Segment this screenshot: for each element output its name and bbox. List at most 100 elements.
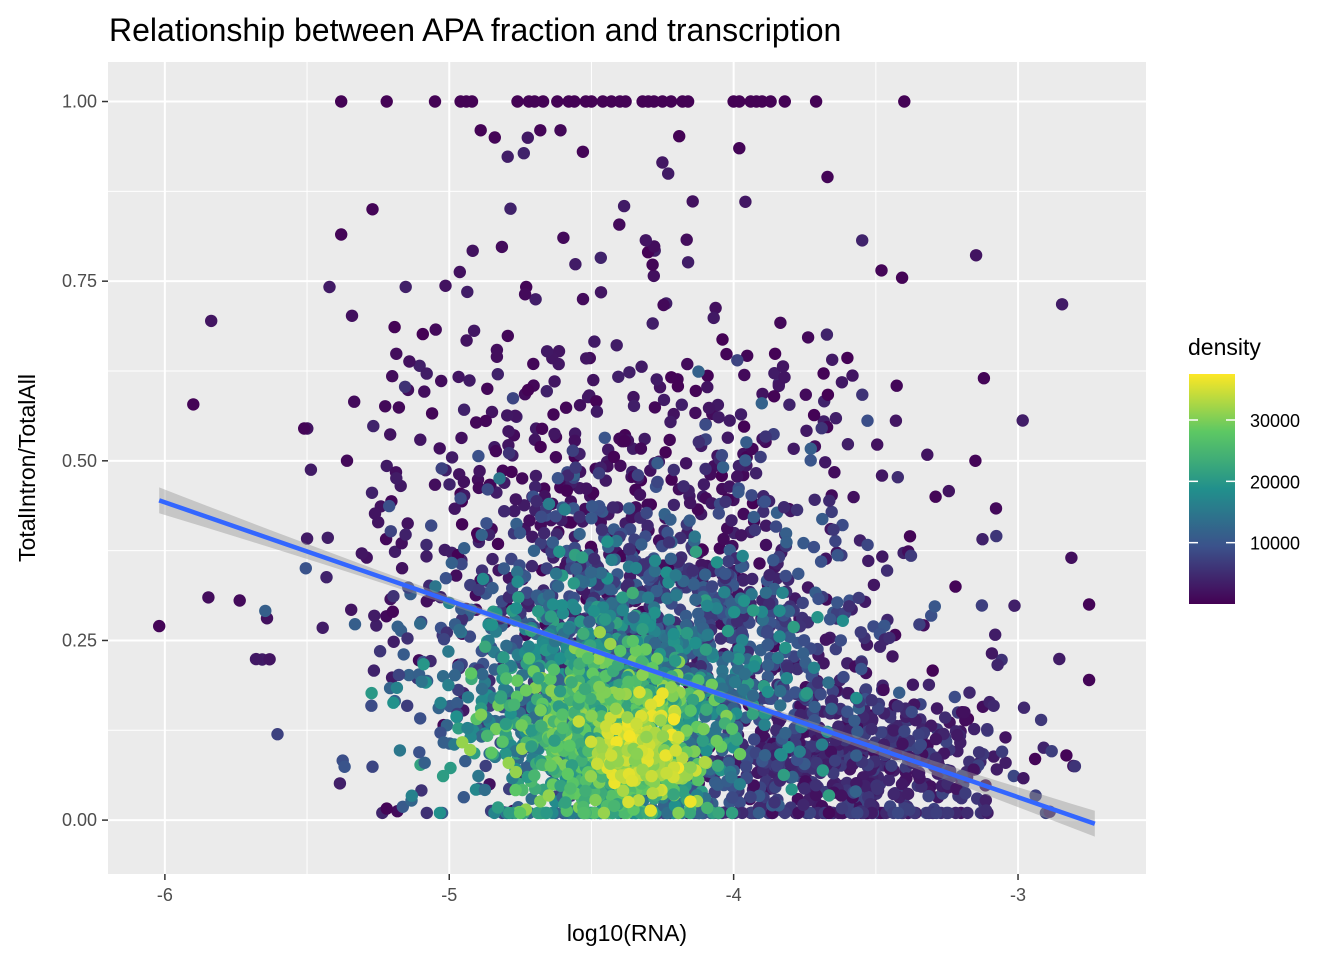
data-point (661, 526, 674, 539)
data-point (773, 604, 786, 617)
data-point (593, 680, 606, 694)
data-point (790, 503, 804, 517)
data-point (565, 676, 578, 689)
data-point (532, 605, 545, 618)
data-point (594, 286, 608, 299)
data-point (523, 514, 536, 527)
data-point (821, 170, 834, 184)
data-point (887, 787, 900, 801)
data-point (549, 451, 563, 464)
data-point (898, 725, 911, 738)
data-point (622, 675, 635, 688)
data-point (540, 806, 553, 820)
data-point (969, 454, 982, 467)
data-point (1053, 652, 1066, 666)
data-point (402, 668, 416, 682)
data-point (787, 620, 800, 634)
data-point (548, 427, 561, 441)
data-point (650, 652, 664, 665)
data-point (779, 527, 793, 540)
data-point (366, 760, 379, 773)
data-point (365, 699, 378, 712)
data-point (1028, 752, 1042, 766)
data-point (568, 434, 581, 447)
data-point (591, 757, 604, 770)
data-point (872, 702, 885, 715)
data-point (636, 763, 649, 776)
data-point (736, 574, 750, 587)
data-point (604, 637, 617, 651)
data-point (849, 785, 862, 798)
data-point (713, 542, 726, 555)
data-point (439, 279, 452, 292)
data-point (914, 738, 927, 752)
data-point (656, 687, 669, 700)
data-point (777, 501, 791, 514)
data-point (821, 388, 835, 401)
data-point (515, 719, 528, 732)
data-point (566, 444, 579, 457)
data-point (481, 483, 494, 496)
data-point (893, 686, 906, 699)
data-point (656, 95, 669, 108)
y-tick-label: 1.00 (62, 92, 97, 112)
data-point (563, 739, 576, 752)
data-point (450, 710, 463, 723)
data-point (650, 584, 663, 598)
data-point (837, 670, 850, 684)
data-point (683, 514, 696, 527)
data-point (635, 538, 648, 551)
data-point (999, 731, 1012, 744)
data-point (687, 578, 700, 591)
data-point (901, 787, 915, 801)
data-point (779, 641, 792, 655)
data-point (551, 580, 565, 593)
data-point (455, 557, 468, 571)
data-point (797, 536, 810, 550)
data-point (626, 586, 639, 600)
data-point (594, 566, 608, 580)
data-point (321, 531, 334, 544)
data-point (464, 667, 478, 680)
data-point (425, 519, 438, 532)
data-point (809, 788, 823, 802)
data-point (506, 392, 520, 405)
data-point (777, 768, 790, 782)
data-point (617, 199, 631, 213)
data-point (759, 519, 773, 532)
data-point (733, 747, 747, 761)
data-point (528, 95, 541, 108)
data-point (664, 95, 678, 108)
data-point (662, 167, 675, 180)
data-point (527, 357, 540, 371)
data-point (455, 518, 469, 531)
data-point (420, 538, 433, 552)
data-point (689, 636, 702, 650)
data-point (588, 335, 601, 348)
data-point (397, 648, 410, 661)
data-point (399, 528, 412, 541)
data-point (961, 806, 974, 820)
data-point (680, 724, 693, 737)
data-point (689, 384, 702, 398)
data-point (627, 399, 641, 413)
data-point (948, 690, 961, 704)
data-point (473, 464, 486, 478)
data-point (439, 572, 453, 585)
data-point (532, 672, 545, 685)
data-point (622, 502, 636, 515)
data-point (921, 448, 934, 461)
data-point (987, 699, 1000, 712)
data-point (939, 711, 952, 724)
data-point (493, 472, 506, 485)
data-point (672, 806, 685, 820)
data-point (1007, 769, 1020, 783)
data-point (530, 495, 543, 508)
data-point (981, 723, 994, 736)
data-point (692, 773, 705, 787)
data-point (760, 626, 774, 640)
data-point (874, 726, 888, 739)
data-point (387, 590, 400, 603)
data-point (494, 692, 507, 705)
